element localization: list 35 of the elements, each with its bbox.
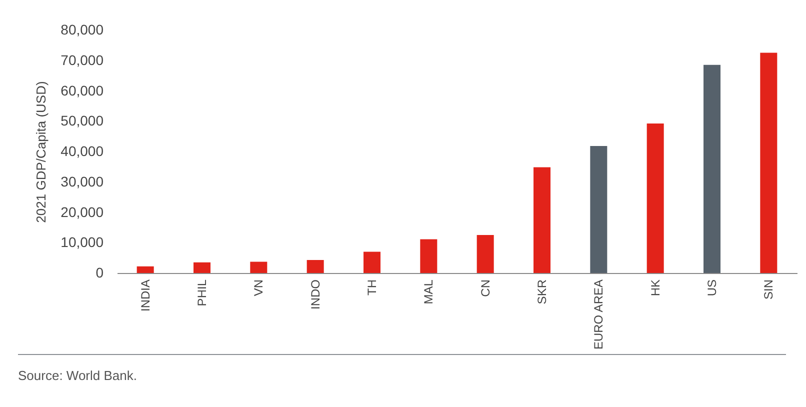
bar [646, 124, 664, 273]
y-tick-label: 80,000 [60, 22, 104, 38]
bar [364, 252, 380, 273]
x-tick-label: INDO [308, 280, 322, 310]
x-tick-label: US [705, 280, 719, 296]
y-tick-label: 70,000 [60, 52, 104, 68]
x-tick-label: TH [365, 280, 379, 296]
x-tick-label: VN [252, 280, 266, 296]
x-tick-label: SKR [535, 279, 549, 304]
y-tick-label: 10,000 [60, 234, 104, 250]
y-tick-label: 50,000 [60, 112, 104, 129]
bar [590, 146, 608, 273]
bar [534, 167, 550, 273]
x-tick-label: EURO AREA [592, 280, 606, 350]
y-tick-label: 60,000 [60, 82, 104, 98]
bar [306, 260, 324, 273]
bar [136, 266, 154, 273]
bar [476, 235, 494, 273]
x-tick-label: SIN [762, 280, 776, 300]
y-tick-label: 20,000 [60, 204, 104, 220]
x-tick-label: PHIL [195, 279, 209, 306]
y-tick-label: 40,000 [60, 143, 104, 159]
x-tick-label: MAL [422, 279, 436, 304]
source-note: Source: World Bank. [18, 368, 137, 383]
y-axis-title: 2021 GDP/Capita (USD) [34, 81, 49, 223]
x-tick-label: INDIA [138, 280, 152, 312]
y-tick-label: 30,000 [60, 173, 104, 190]
bar [194, 262, 210, 273]
bar [250, 262, 268, 273]
x-tick-label: CN [478, 280, 492, 297]
bar [760, 52, 778, 273]
y-tick-label: 0 [96, 264, 104, 280]
x-tick-label: HK [648, 280, 662, 296]
bar [704, 64, 720, 273]
bar [420, 239, 438, 273]
